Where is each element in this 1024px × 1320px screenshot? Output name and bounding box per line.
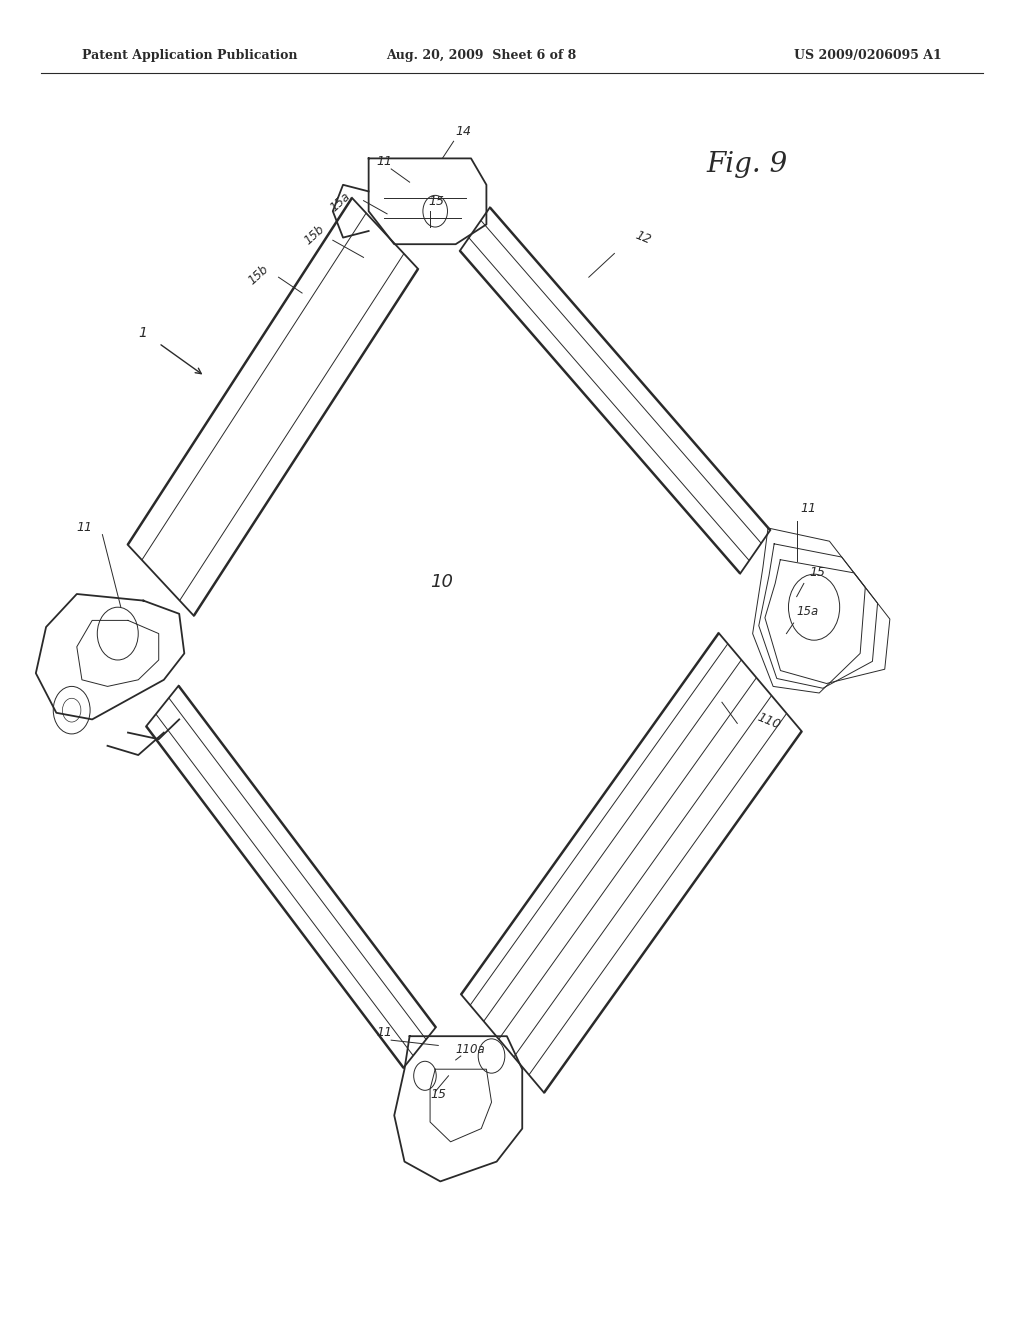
Text: US 2009/0206095 A1: US 2009/0206095 A1 (795, 49, 942, 62)
Text: 15a: 15a (328, 190, 353, 214)
Text: 15: 15 (430, 1088, 446, 1101)
Text: 15b: 15b (302, 223, 328, 247)
Text: 12: 12 (633, 230, 652, 247)
Text: 15a: 15a (797, 605, 819, 618)
Text: 15: 15 (428, 194, 444, 207)
Text: 110: 110 (756, 710, 782, 731)
Text: Fig. 9: Fig. 9 (707, 152, 788, 178)
Text: 10: 10 (430, 573, 453, 591)
Text: 14: 14 (456, 124, 472, 137)
Text: 1: 1 (138, 326, 147, 339)
Text: 110a: 110a (456, 1043, 485, 1056)
Text: 15b: 15b (246, 263, 271, 286)
Text: 11: 11 (377, 1026, 393, 1039)
Text: 11: 11 (377, 154, 393, 168)
Text: 11: 11 (801, 502, 817, 515)
Text: 15: 15 (809, 565, 825, 578)
Text: Aug. 20, 2009  Sheet 6 of 8: Aug. 20, 2009 Sheet 6 of 8 (386, 49, 577, 62)
Text: 11: 11 (77, 520, 93, 533)
Text: Patent Application Publication: Patent Application Publication (82, 49, 297, 62)
